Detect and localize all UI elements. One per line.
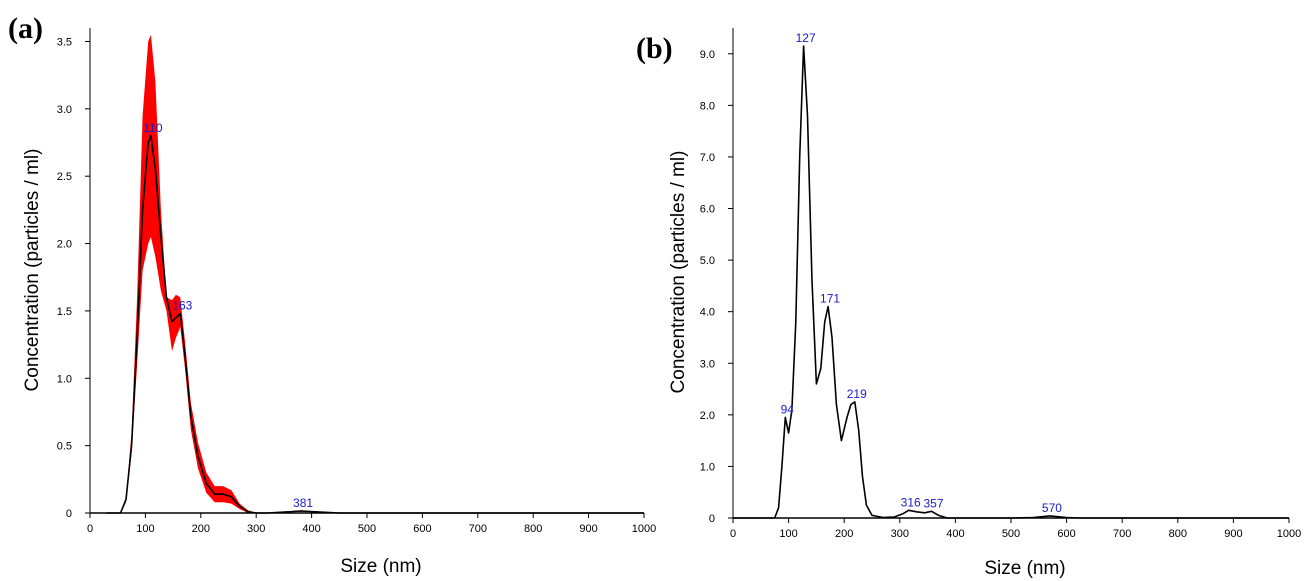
- panel-label-a: (a): [8, 12, 43, 45]
- x-tick-label: 0: [87, 523, 93, 535]
- x-axis-title: Size (nm): [984, 558, 1065, 579]
- y-tick-label: 8.0: [700, 100, 715, 112]
- x-tick-label: 600: [413, 523, 431, 535]
- y-tick-label: 3.0: [700, 358, 715, 370]
- x-tick-label: 500: [1002, 528, 1020, 540]
- error-band: [106, 34, 645, 513]
- x-tick-label: 100: [779, 528, 797, 540]
- y-tick-label: 9.0: [700, 49, 715, 61]
- series-line: [733, 45, 1289, 519]
- x-tick-label: 700: [1113, 528, 1131, 540]
- y-tick-label: 2.0: [57, 239, 72, 251]
- x-tick-label: 1000: [632, 523, 656, 535]
- x-tick-label: 700: [469, 523, 487, 535]
- x-tick-label: 1000: [1277, 528, 1301, 540]
- y-tick-label: 2.5: [57, 171, 72, 183]
- x-tick-label: 900: [579, 523, 597, 535]
- peak-label: 127: [796, 31, 816, 45]
- panel-label-b: (b): [636, 32, 673, 65]
- x-tick-label: 400: [302, 523, 320, 535]
- y-tick-label: 2.0: [700, 410, 715, 422]
- peak-label: 163: [172, 299, 192, 313]
- peak-label: 357: [923, 496, 943, 510]
- y-tick-label: 1.0: [700, 461, 715, 473]
- y-tick-label: 6.0: [700, 204, 715, 216]
- x-tick-label: 300: [247, 523, 265, 535]
- y-tick-label: 0.5: [57, 441, 72, 453]
- y-tick-label: 7.0: [700, 152, 715, 164]
- y-axis-title: Concentration (particles / ml): [668, 151, 689, 394]
- y-tick-label: 4.0: [700, 307, 715, 319]
- peak-label: 570: [1042, 501, 1062, 515]
- y-tick-label: 3.5: [57, 36, 72, 48]
- y-axis-title: Concentration (particles / ml): [22, 149, 43, 392]
- peak-label: 110: [143, 121, 162, 135]
- x-tick-label: 600: [1057, 528, 1075, 540]
- chart-panel-b: (b) 0 100 200 300 400 500 600 700 800 900 1000 0 1.0…: [636, 0, 1308, 581]
- x-tick-label: 100: [136, 523, 154, 535]
- x-tick-label: 900: [1224, 528, 1242, 540]
- x-axis-title: Size (nm): [340, 556, 421, 577]
- chart-panel-a: (a) 0 100 200 300 400 500 600 700 800 900 1000 0 0.5…: [8, 12, 656, 577]
- y-tick-label: 5.0: [700, 255, 715, 267]
- y-tick-label: 0: [66, 508, 72, 520]
- x-tick-label: 200: [835, 528, 853, 540]
- x-tick-label: 0: [730, 528, 736, 540]
- x-tick-label: 800: [1169, 528, 1187, 540]
- peak-label: 381: [293, 496, 313, 510]
- x-tick-label: 300: [891, 528, 909, 540]
- x-tick-label: 400: [946, 528, 964, 540]
- peak-label: 316: [901, 495, 921, 509]
- peak-label: 219: [847, 387, 867, 401]
- x-tick-label: 200: [192, 523, 210, 535]
- peak-label: 171: [820, 292, 840, 306]
- peak-label: 94: [781, 402, 795, 416]
- y-tick-label: 1.0: [57, 373, 72, 385]
- x-tick-label: 500: [358, 523, 376, 535]
- y-tick-label: 1.5: [57, 306, 72, 318]
- x-tick-label: 800: [524, 523, 542, 535]
- chart-b-svg: 0 100 200 300 400 500 600 700 800 900 1000 0 1.0 2.0 3…: [668, 28, 1301, 579]
- series-line: [106, 135, 644, 514]
- y-tick-label: 3.0: [57, 104, 72, 116]
- y-tick-label: 0: [709, 513, 715, 525]
- chart-a-svg: 0 100 200 300 400 500 600 700 800 900 1000 0 0.5 1.0 1…: [22, 28, 656, 577]
